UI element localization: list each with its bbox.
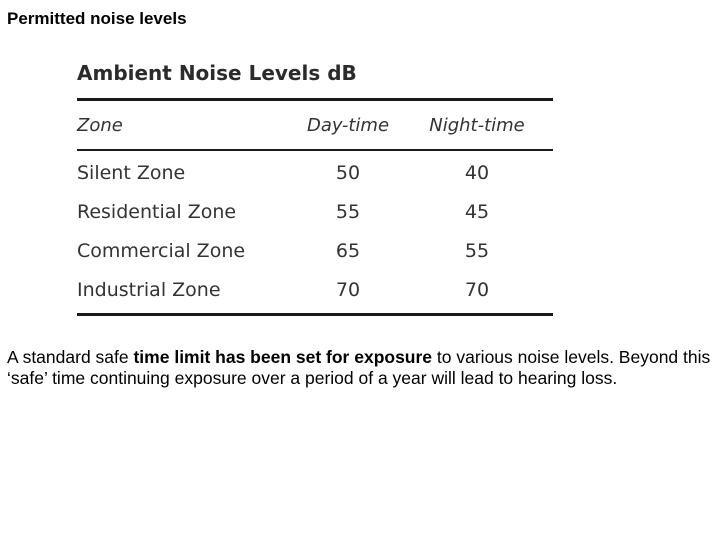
zone-name: Residential Zone bbox=[77, 200, 237, 223]
day-level: 55 bbox=[335, 200, 361, 223]
table-top-rule bbox=[77, 98, 553, 101]
night-level: 70 bbox=[464, 278, 490, 301]
day-level: 50 bbox=[335, 161, 361, 184]
noise-levels-table: Ambient Noise Levels dB Zone Day-time Ni… bbox=[77, 58, 553, 316]
day-level: 65 bbox=[335, 239, 361, 262]
zone-name: Silent Zone bbox=[77, 161, 186, 184]
night-level: 40 bbox=[464, 161, 490, 184]
night-level: 45 bbox=[464, 200, 490, 223]
zone-name: Industrial Zone bbox=[77, 278, 221, 301]
table-row: Silent Zone 50 40 bbox=[77, 153, 553, 192]
page-title: Permitted noise levels bbox=[7, 9, 187, 28]
zone-name: Commercial Zone bbox=[77, 239, 246, 262]
night-level: 55 bbox=[464, 239, 490, 262]
body-paragraph: A standard safe time limit has been set … bbox=[7, 347, 713, 389]
header-day-time: Day-time bbox=[306, 114, 390, 136]
day-level: 70 bbox=[335, 278, 361, 301]
table-bottom-rule bbox=[77, 313, 553, 316]
paragraph-text: to various noise levels. Beyond this ‘sa… bbox=[7, 347, 711, 388]
table-header-rule bbox=[77, 149, 553, 151]
table-row: Commercial Zone 65 55 bbox=[77, 231, 553, 270]
table-row: Industrial Zone 70 70 bbox=[77, 270, 553, 309]
paragraph-text: A standard safe bbox=[7, 347, 134, 367]
header-night-time: Night-time bbox=[429, 114, 525, 136]
table-row: Residential Zone 55 45 bbox=[77, 192, 553, 231]
header-zone: Zone bbox=[77, 114, 123, 136]
paragraph-bold-text: time limit has been set for exposure bbox=[133, 347, 433, 367]
table-caption: Ambient Noise Levels dB bbox=[77, 61, 357, 85]
table-header-row: Zone Day-time Night-time bbox=[77, 101, 553, 149]
